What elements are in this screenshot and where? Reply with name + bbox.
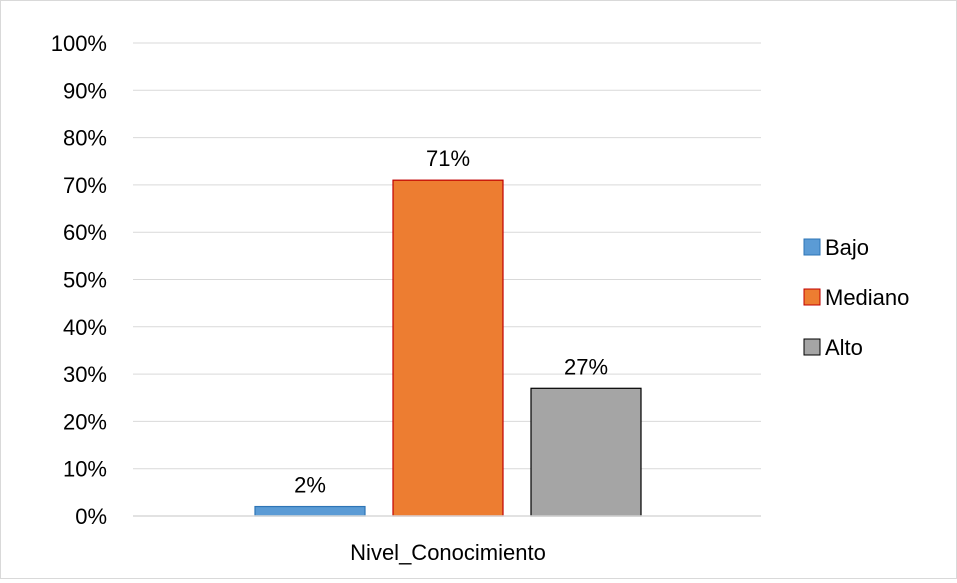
legend-swatch-bajo	[803, 238, 821, 256]
data-label-alto: 27%	[564, 354, 608, 379]
data-label-bajo: 2%	[294, 473, 326, 498]
data-label-mediano: 71%	[426, 146, 470, 171]
legend: Bajo Mediano Alto	[803, 235, 909, 360]
bar-alto	[530, 387, 642, 517]
y-tick-label: 0%	[75, 504, 107, 529]
y-tick-label: 90%	[63, 78, 107, 103]
bar-mediano	[392, 179, 504, 517]
y-tick-label: 80%	[63, 126, 107, 151]
y-axis-tick-labels: 0% 10% 20% 30% 40% 50% 60% 70% 80% 90% 100%	[51, 31, 107, 529]
legend-label-bajo: Bajo	[825, 235, 869, 260]
y-tick-label: 20%	[63, 409, 107, 434]
x-axis-tick-labels: Nivel_Conocimiento	[350, 540, 546, 565]
legend-swatch-alto	[803, 338, 821, 356]
bar-bajo	[254, 505, 366, 517]
y-tick-label: 40%	[63, 315, 107, 340]
y-tick-label: 70%	[63, 173, 107, 198]
legend-swatch-mediano	[803, 288, 821, 306]
y-tick-label: 100%	[51, 31, 107, 56]
legend-label-alto: Alto	[825, 335, 863, 360]
bars	[254, 179, 642, 517]
y-tick-label: 60%	[63, 220, 107, 245]
legend-label-mediano: Mediano	[825, 285, 909, 310]
y-tick-label: 30%	[63, 362, 107, 387]
y-tick-label: 50%	[63, 268, 107, 293]
x-tick-label: Nivel_Conocimiento	[350, 540, 546, 565]
y-tick-label: 10%	[63, 457, 107, 482]
data-labels: 2% 71% 27%	[294, 146, 608, 497]
